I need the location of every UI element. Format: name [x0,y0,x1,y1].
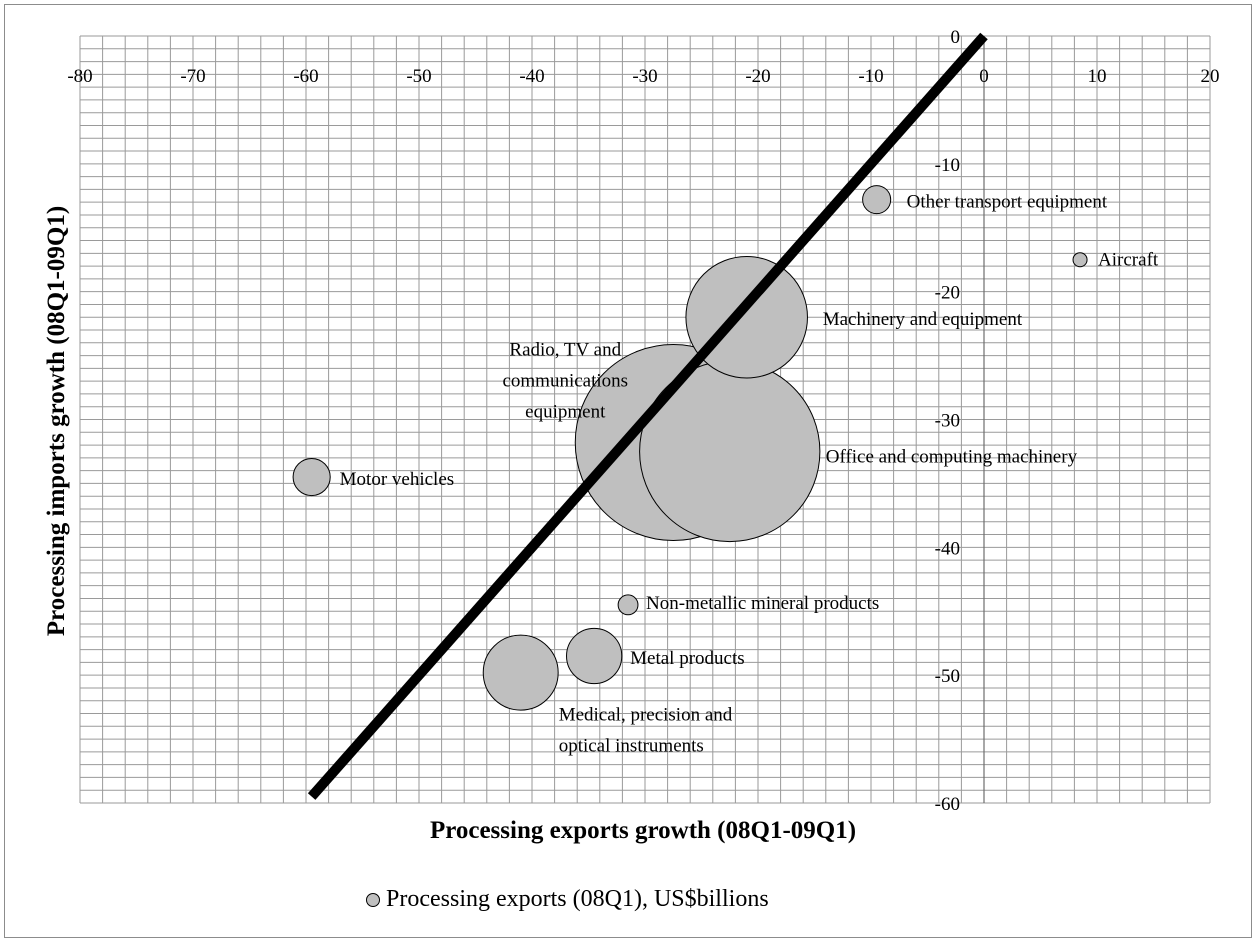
bubble-label: Office and computing machinery [826,446,1078,467]
y-tick-label: -20 [935,283,960,304]
y-tick-labels: 0 -10 -20 -30 -40 -50 -60 [935,27,960,815]
bubble-5 [292,457,331,497]
x-tick-label: -50 [406,66,431,87]
y-tick-label: -10 [935,155,960,176]
bubbles [292,185,1088,711]
bubble-label: Motor vehicles [340,469,455,490]
x-tick-label: -10 [858,66,883,87]
bubble-label: Aircraft [1098,250,1159,271]
legend-label: Processing exports (08Q1), US$billions [386,886,769,912]
bubble-7 [566,627,623,685]
y-tick-label: -30 [935,411,960,432]
bubble-label: Medical, precision and optical instrument… [559,705,733,757]
x-tick-label: -80 [67,66,92,87]
legend: Processing exports (08Q1), US$billions [366,886,769,913]
x-axis-title: Processing exports growth (08Q1-09Q1) [430,817,856,844]
diagonal-reference-line [307,32,988,800]
x-tick-label: -60 [293,66,318,87]
x-tick-label: -70 [180,66,205,87]
bubble-2 [685,255,808,379]
x-tick-label: -20 [745,66,770,87]
y-tick-label: -40 [935,538,960,559]
bubble-label: Other transport equipment [907,192,1108,213]
y-tick-label: -60 [935,794,960,815]
legend-marker [366,892,380,907]
y-axis-title: Processing imports growth (08Q1-09Q1) [43,206,70,636]
y-tick-label: -50 [935,666,960,687]
bubble-label: Non-metallic mineral products [646,593,879,614]
x-tick-label: 0 [979,66,989,87]
bubble-label: Machinery and equipment [823,309,1023,330]
x-tick-label: 20 [1201,66,1220,87]
y-tick-label: 0 [951,27,961,48]
bubble-0 [862,185,892,215]
x-tick-labels: -80 -70 -60 -50 -40 -30 -20 -10 0 10 20 [67,66,1219,87]
x-tick-label: 10 [1088,66,1107,87]
bubble-label: Radio, TV and communications equipment [502,340,628,423]
reference-line [307,32,988,800]
bubble-1 [1072,252,1088,268]
bubble-8 [482,634,559,711]
bubble-labels: Other transport equipment Aircraft Machine… [340,192,1159,757]
bubble-label: Metal products [630,648,745,669]
x-tick-label: -40 [519,66,544,87]
bubble-6 [617,594,639,616]
x-tick-label: -30 [632,66,657,87]
